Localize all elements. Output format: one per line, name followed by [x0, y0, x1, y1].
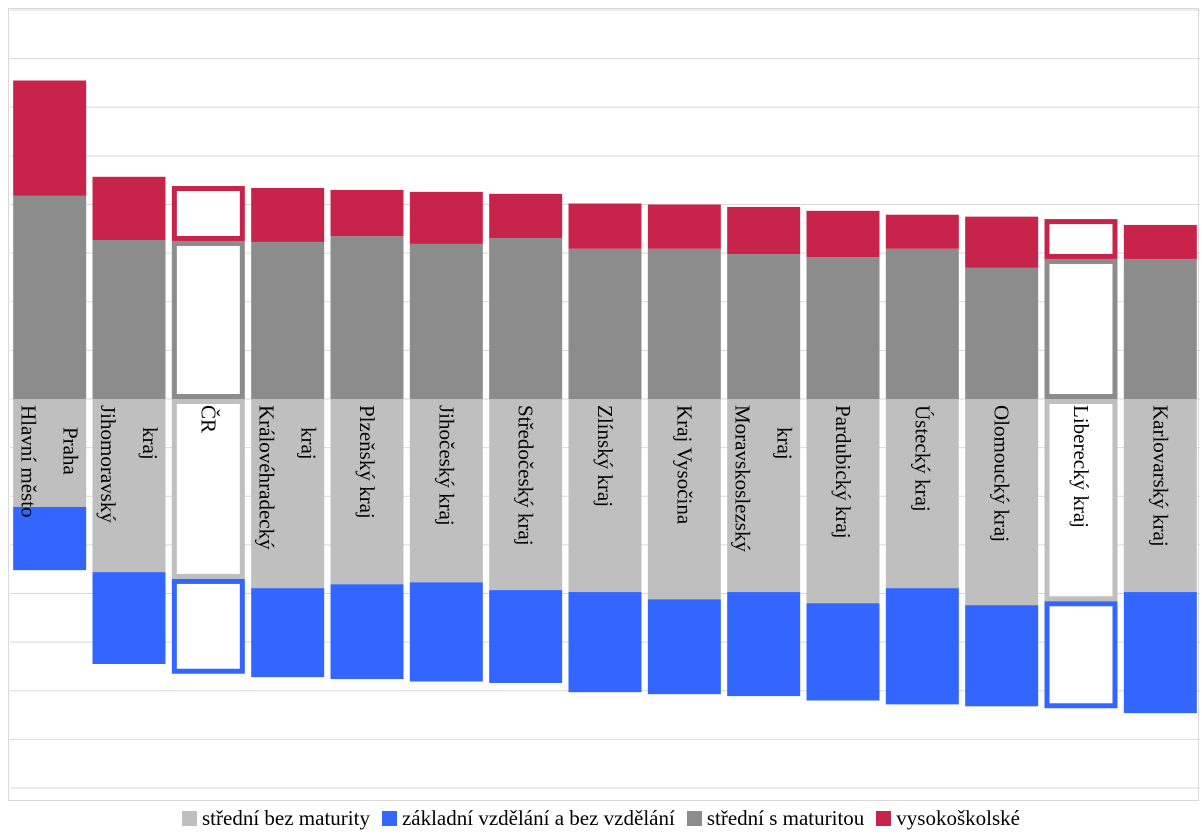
bar-segment: [965, 267, 1039, 399]
bar-segment: [568, 203, 642, 249]
legend-swatch: [182, 811, 197, 826]
category-label: Ústecký kraj: [910, 405, 934, 512]
bar-segment: [727, 592, 801, 697]
bar-segment: [171, 186, 245, 241]
bar-segment: [727, 399, 801, 593]
bar-segment: [330, 189, 404, 237]
legend-swatch: [686, 811, 702, 826]
bar-segment: [92, 176, 166, 240]
bar-segment: [171, 240, 245, 399]
chart: Hlavní město Praha Jihomoravský kraj ČR Králo…: [8, 8, 1200, 801]
bar-segment: [489, 399, 563, 591]
category-label: Královéhradecký kraj: [255, 405, 321, 550]
bar-segment: [647, 248, 721, 399]
legend-label: střední bez maturity: [202, 806, 370, 830]
bar-segment: [885, 588, 959, 705]
bar-segment: [251, 399, 325, 589]
bar-segment: [568, 399, 642, 593]
legend-swatch: [381, 811, 397, 826]
bar-segment: [251, 588, 325, 678]
category-label: Pardubický kraj: [831, 405, 855, 539]
bar-segment: [171, 399, 245, 579]
bar-segment: [489, 590, 563, 683]
bar-segment: [885, 248, 959, 399]
bar-segment: [409, 399, 483, 583]
legend-label: základní vzdělání a bez vzdělání: [401, 806, 675, 830]
bar-segment: [251, 187, 325, 242]
bar-segment: [92, 572, 166, 665]
bar-segment: [1123, 592, 1197, 714]
bar-segment: [647, 399, 721, 600]
bar-segment: [330, 399, 404, 585]
legend-item: střední bez maturity: [182, 806, 370, 831]
category-label: Kraj Vysočina: [672, 405, 696, 525]
bar-segment: [13, 506, 87, 571]
bar-segment: [1044, 601, 1118, 709]
bar-segment: [1123, 224, 1197, 259]
bar-segment: [1044, 258, 1118, 399]
bar-segment: [806, 399, 880, 604]
legend-item: základní vzdělání a bez vzdělání: [381, 806, 675, 831]
bar-segment: [885, 214, 959, 249]
bar-segment: [647, 599, 721, 695]
category-label: Moravskoslezský kraj: [731, 405, 797, 552]
category-label: Středočeský kraj: [514, 405, 538, 546]
bar-segment: [568, 592, 642, 693]
bar-segment: [251, 241, 325, 399]
category-label: Karlovarský kraj: [1148, 405, 1172, 547]
bar-segment: [409, 582, 483, 682]
legend-item: vysokoškolské: [876, 806, 1020, 831]
bar-segment: [1123, 399, 1197, 593]
category-label: Jihomoravský kraj: [96, 405, 162, 523]
legend-item: střední s maturitou: [686, 806, 865, 831]
bar-segment: [806, 257, 880, 399]
bar-segment: [1123, 258, 1197, 399]
legend: střední bez maturity základní vzdělání a …: [0, 806, 1202, 831]
bar-segment: [409, 191, 483, 244]
bar-segment: [13, 399, 87, 507]
category-label: Hlavní město Praha: [17, 405, 83, 518]
category-label: Jihočeský kraj: [434, 405, 458, 526]
bar-segment: [1044, 399, 1118, 602]
bar-segment: [965, 605, 1039, 707]
category-label: Olomoucký kraj: [990, 405, 1014, 542]
bar-segment: [13, 195, 87, 399]
bar-segment: [727, 254, 801, 399]
bar-segment: [92, 399, 166, 573]
bar-segment: [647, 204, 721, 249]
legend-label: vysokoškolské: [896, 806, 1020, 830]
bar-segment: [806, 603, 880, 701]
bar-segment: [92, 239, 166, 399]
bar-segment: [489, 238, 563, 399]
bar-segment: [568, 248, 642, 399]
bar-segment: [489, 193, 563, 239]
bar-segment: [330, 584, 404, 680]
category-label: Plzeňský kraj: [355, 405, 379, 519]
legend-label: střední s maturitou: [706, 806, 865, 830]
category-label: Liberecký kraj: [1069, 405, 1093, 528]
bar-segment: [13, 80, 87, 196]
bar-segment: [171, 578, 245, 674]
bar-segment: [1044, 219, 1118, 259]
bar-segment: [409, 243, 483, 399]
bar-segment: [806, 210, 880, 258]
category-label: ČR: [196, 405, 220, 433]
bar-segment: [885, 399, 959, 589]
bar-segment: [965, 216, 1039, 268]
category-label: Zlínský kraj: [593, 405, 617, 507]
bar-segment: [330, 236, 404, 399]
bar-segment: [727, 206, 801, 255]
legend-swatch: [876, 811, 892, 826]
bar-segment: [965, 399, 1039, 606]
